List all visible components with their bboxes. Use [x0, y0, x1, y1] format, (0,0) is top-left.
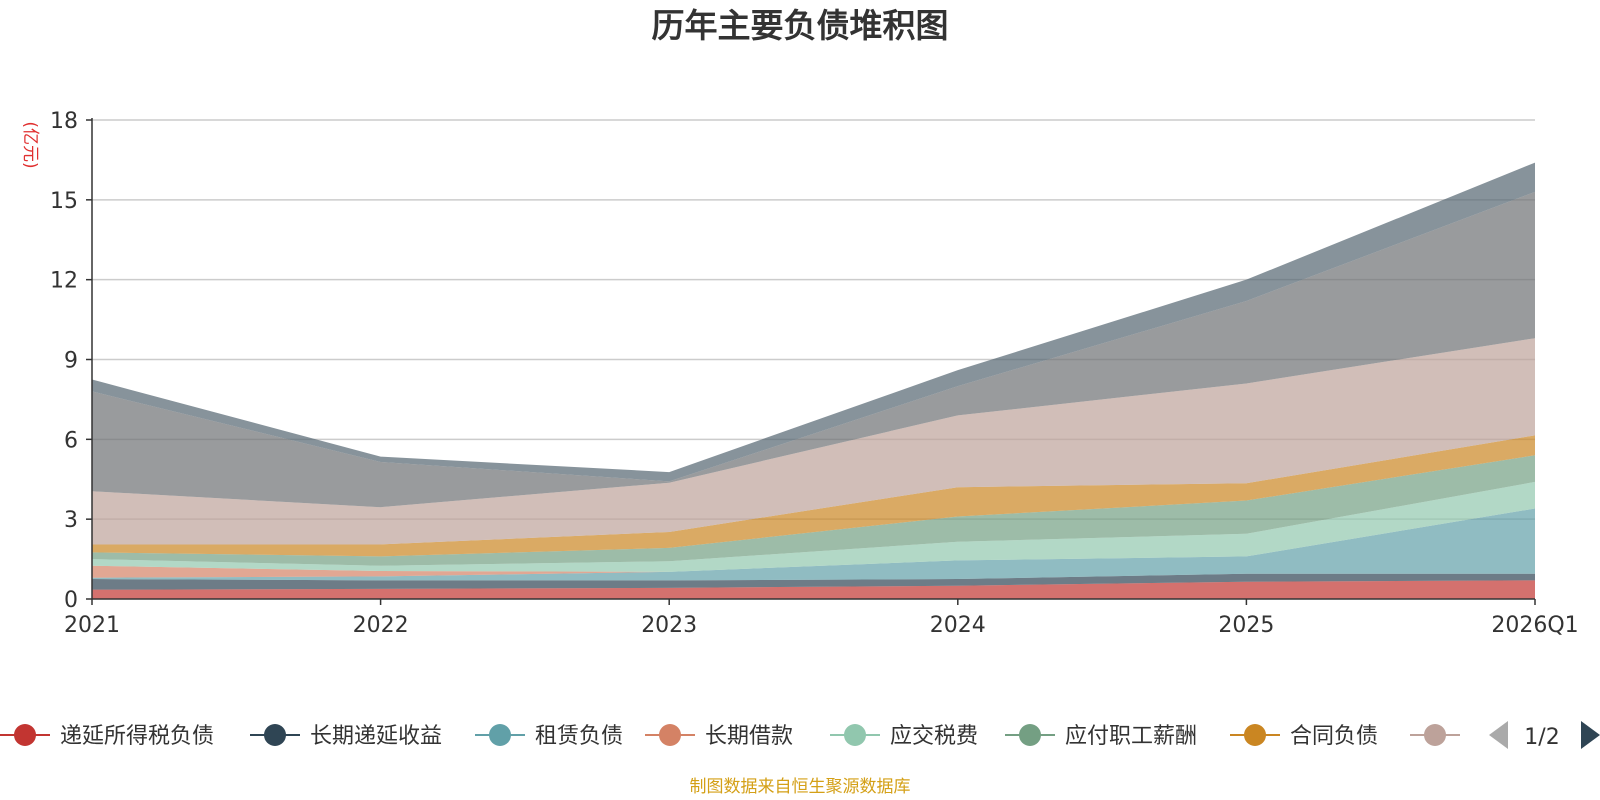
legend-pager: 1/2: [1489, 721, 1600, 750]
legend-label: 租赁负债: [535, 724, 623, 749]
legend-item[interactable]: 应交税费: [830, 724, 978, 749]
y-tick-label: 3: [64, 508, 78, 533]
y-tick-label: 9: [64, 349, 78, 374]
legend-page-indicator: 1/2: [1524, 725, 1559, 750]
y-axis-unit-label: (亿元): [20, 121, 40, 168]
area-series-1: [92, 573, 1535, 590]
legend-item[interactable]: 合同负债: [1230, 724, 1378, 749]
legend-marker-icon: [844, 724, 866, 746]
legend-item[interactable]: 长期递延收益: [250, 724, 442, 749]
area-series-3: [92, 508, 1535, 578]
legend-label: 递延所得税负债: [60, 724, 214, 749]
y-tick-label: 18: [50, 109, 78, 134]
chart-title: 历年主要负债堆积图: [652, 6, 949, 45]
legend-label: 应付职工薪酬: [1065, 724, 1197, 749]
x-tick-label: 2026Q1: [1491, 613, 1578, 638]
legend-item[interactable]: 递延所得税负债: [0, 724, 214, 749]
y-tick-label: 6: [64, 428, 78, 453]
axes: 0 3 6 9 12 15 18 2021 2022 2023 2024 2025 2026Q1: [50, 109, 1579, 638]
legend-item[interactable]: 应付职工薪酬: [1005, 724, 1197, 749]
area-series-6: [92, 435, 1535, 557]
legend-label: 合同负债: [1290, 724, 1378, 749]
triangle-right-icon[interactable]: [1581, 721, 1600, 749]
area-series: [92, 162, 1535, 599]
area-series-2: [92, 508, 1535, 581]
legend-item[interactable]: 租赁负债: [475, 724, 623, 749]
legend-marker-icon: [1019, 724, 1041, 746]
triangle-left-icon[interactable]: [1489, 721, 1508, 749]
x-tick-label: 2021: [64, 613, 120, 638]
legend-label: 应交税费: [890, 724, 978, 749]
legend-marker-icon: [264, 724, 286, 746]
y-tick-label: 0: [64, 588, 78, 613]
x-tick-label: 2022: [353, 613, 409, 638]
legend-marker-icon: [14, 724, 36, 746]
data-source-note: 制图数据来自恒生聚源数据库: [690, 777, 911, 797]
area-series-0: [92, 580, 1535, 599]
x-tick-label: 2024: [930, 613, 986, 638]
area-series-7: [92, 338, 1535, 545]
legend-marker-icon: [1244, 724, 1266, 746]
y-tick-label: 15: [50, 189, 78, 214]
legend-label: 长期递延收益: [310, 724, 442, 749]
legend-label: 应: [1470, 724, 1492, 749]
legend-marker-icon: [1424, 724, 1446, 746]
area-series-4: [92, 481, 1535, 572]
legend-marker-icon: [659, 724, 681, 746]
legend-marker-icon: [489, 724, 511, 746]
legend: 递延所得税负债 长期递延收益 租赁负债 长期借款 应交税费 应付职工薪酬 合同负债 应: [0, 724, 1492, 749]
legend-item[interactable]: 应: [1410, 724, 1492, 749]
y-tick-label: 12: [50, 269, 78, 294]
legend-items: 递延所得税负债 长期递延收益 租赁负债 长期借款 应交税费 应付职工薪酬 合同负债 应: [0, 724, 1492, 749]
x-tick-label: 2025: [1218, 613, 1274, 638]
area-series-8: [92, 191, 1535, 508]
x-tick-label: 2023: [641, 613, 697, 638]
legend-label: 长期借款: [705, 724, 793, 749]
legend-item[interactable]: 长期借款: [645, 724, 793, 749]
area-series-5: [92, 455, 1535, 566]
